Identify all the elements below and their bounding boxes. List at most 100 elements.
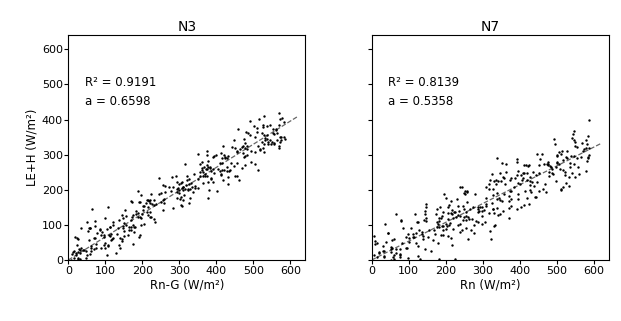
Point: [76, 246, 86, 251]
Point: [145, 215, 155, 220]
Point: [584, 117, 594, 123]
Point: [451, 214, 461, 220]
Point: [202, 173, 212, 178]
Point: [539, 161, 549, 167]
Point: [420, 208, 430, 213]
Title: N7: N7: [481, 20, 500, 34]
Point: [477, 213, 487, 218]
Point: [461, 213, 471, 219]
Point: [571, 145, 581, 150]
Point: [130, 224, 140, 230]
Point: [403, 256, 413, 261]
Point: [144, 199, 154, 204]
Point: [68, 248, 78, 254]
Point: [535, 156, 545, 161]
Point: [138, 203, 148, 208]
Point: [461, 210, 471, 215]
Point: [519, 162, 529, 168]
Point: [459, 214, 469, 220]
Point: [582, 141, 592, 146]
Point: [387, 245, 397, 250]
Point: [178, 187, 188, 193]
Point: [519, 170, 528, 176]
Point: [120, 207, 130, 212]
Point: [145, 210, 155, 215]
Point: [391, 250, 401, 255]
Point: [456, 228, 466, 233]
Point: [262, 133, 272, 138]
Point: [534, 188, 544, 193]
Point: [154, 175, 164, 180]
Point: [212, 189, 222, 194]
Point: [113, 226, 123, 231]
Point: [199, 164, 209, 169]
Point: [119, 220, 129, 225]
Point: [438, 232, 448, 238]
Point: [432, 207, 442, 212]
Point: [270, 141, 279, 146]
Point: [117, 213, 127, 218]
Point: [70, 235, 79, 240]
Text: R² = 0.8139
a = 0.5358: R² = 0.8139 a = 0.5358: [388, 76, 460, 108]
Point: [129, 213, 138, 218]
Point: [465, 206, 474, 212]
Point: [448, 226, 458, 231]
Point: [209, 153, 219, 158]
Point: [276, 115, 286, 120]
Point: [203, 159, 213, 164]
Point: [222, 155, 232, 160]
Point: [107, 237, 117, 242]
Point: [556, 187, 566, 192]
Point: [495, 211, 505, 216]
Point: [463, 237, 473, 242]
Point: [238, 150, 248, 155]
Point: [96, 232, 106, 238]
Point: [148, 197, 158, 203]
Point: [147, 202, 156, 207]
Point: [156, 200, 166, 205]
Point: [206, 168, 216, 173]
Point: [379, 249, 389, 254]
Point: [73, 256, 83, 262]
Point: [435, 205, 445, 210]
Point: [478, 208, 487, 213]
Point: [109, 220, 119, 225]
Point: [389, 256, 399, 262]
Point: [419, 218, 428, 223]
Point: [389, 237, 399, 242]
Point: [135, 223, 145, 228]
Point: [473, 209, 483, 214]
Point: [442, 223, 452, 229]
Point: [230, 145, 240, 150]
Point: [499, 175, 509, 180]
Point: [369, 233, 379, 239]
Point: [525, 175, 535, 180]
Point: [74, 261, 84, 266]
Point: [172, 189, 182, 194]
Point: [266, 139, 276, 144]
Point: [260, 132, 270, 137]
Point: [111, 250, 121, 256]
Point: [86, 226, 96, 231]
Point: [240, 162, 250, 168]
Point: [87, 206, 97, 212]
Point: [447, 212, 457, 217]
Point: [552, 160, 562, 165]
Point: [135, 214, 145, 219]
Point: [443, 210, 453, 215]
Point: [172, 195, 182, 200]
Point: [121, 222, 131, 228]
Point: [258, 125, 268, 130]
Point: [178, 185, 188, 190]
Point: [504, 206, 514, 211]
Point: [530, 194, 540, 199]
Point: [409, 235, 419, 240]
Point: [187, 185, 197, 190]
Point: [415, 256, 425, 262]
Point: [234, 178, 244, 183]
Point: [545, 163, 555, 168]
Point: [143, 204, 153, 209]
Point: [460, 188, 470, 193]
Point: [262, 136, 272, 141]
Point: [481, 202, 491, 207]
